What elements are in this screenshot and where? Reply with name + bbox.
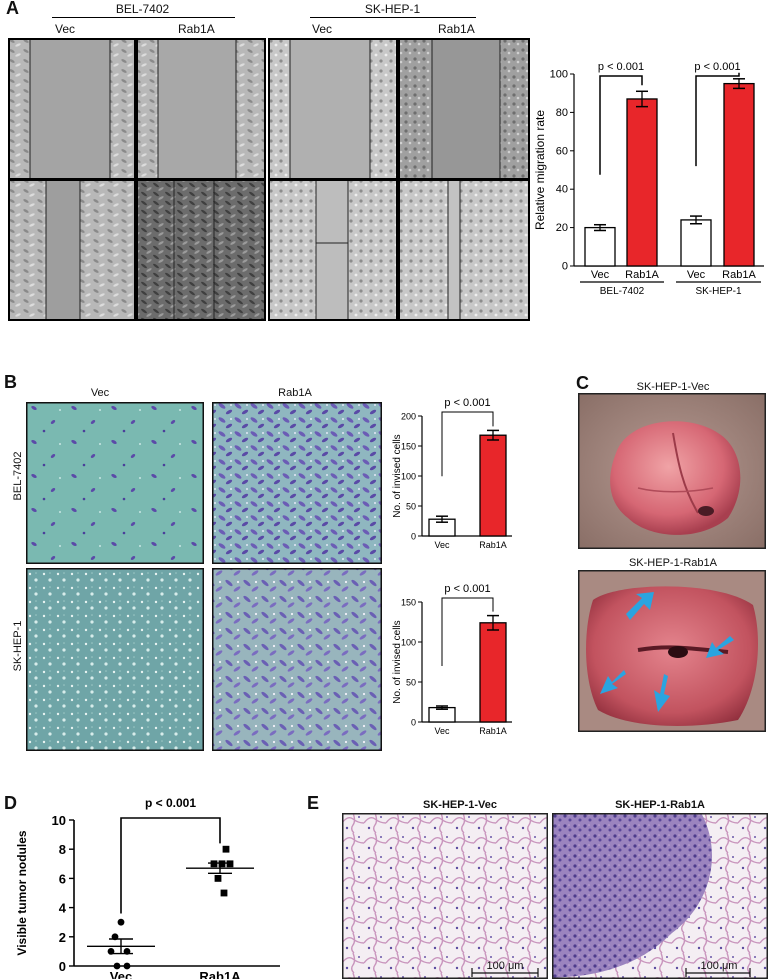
group-label-bel7402: BEL-7402 <box>115 2 170 16</box>
y-tick-label: 0 <box>411 718 416 728</box>
p-value-annotation: p < 0.001 <box>598 61 644 73</box>
image-title-rab1a: SK-HEP-1-Rab1A <box>615 799 705 811</box>
invasion-assay-images <box>26 402 382 751</box>
y-axis-label: Relative migration rate <box>533 110 547 230</box>
data-point <box>210 860 218 868</box>
row-label-bel7402: BEL-7402 <box>12 451 24 501</box>
y-axis-label: No. of invised cells <box>392 620 403 703</box>
image-title-vec: SK-HEP-1-Vec <box>636 381 710 393</box>
bar <box>723 82 755 267</box>
group-label: BEL-7402 <box>600 286 645 297</box>
panel-a-label: A <box>6 0 19 18</box>
column-label-vec: Vec <box>90 387 110 399</box>
y-tick-label: 200 <box>401 412 416 422</box>
y-tick-label: 50 <box>406 678 416 688</box>
y-tick-label: 8 <box>59 842 66 857</box>
chart-a-migration: 0 20 40 60 80 100 Relative migration rate Vec Ra… <box>533 61 764 297</box>
bar <box>479 434 507 537</box>
y-tick-label: 150 <box>401 598 416 608</box>
data-point <box>113 962 121 970</box>
group-label: SK-HEP-1 <box>695 286 742 297</box>
bar <box>479 622 507 723</box>
x-tick-label: Rab1A <box>199 969 241 979</box>
data-point <box>218 860 226 868</box>
y-axis-label: Visible tumor nodules <box>15 830 29 955</box>
data-point <box>226 860 234 868</box>
chart-b-bottom-invasion: 0 50 100 150 No. of invised cells Vec Rab1A p <… <box>392 583 512 736</box>
y-tick-label: 40 <box>556 184 568 196</box>
x-tick-label: Vec <box>687 269 706 281</box>
p-value-annotation: p < 0.001 <box>694 61 740 73</box>
y-tick-label: 100 <box>401 638 416 648</box>
panel-d-label: D <box>4 793 17 813</box>
panel-b-label: B <box>4 372 17 392</box>
row-label-skhep1: SK-HEP-1 <box>12 620 24 672</box>
x-tick-label: Vec <box>434 726 450 736</box>
y-tick-label: 80 <box>556 107 568 119</box>
y-tick-label: 150 <box>401 442 416 452</box>
data-point <box>214 875 222 882</box>
image-title-vec: SK-HEP-1-Vec <box>423 799 497 811</box>
data-point <box>117 918 125 926</box>
y-tick-label: 10 <box>52 813 66 828</box>
bar <box>584 226 616 267</box>
y-tick-label: 0 <box>411 532 416 542</box>
data-point <box>222 845 230 853</box>
x-tick-label: Rab1A <box>625 269 659 281</box>
significance-bracket <box>120 817 221 914</box>
scale-bar-label: 100 μm <box>700 960 738 972</box>
x-tick-label: Rab1A <box>479 726 507 736</box>
scale-bar-label: 100 μm <box>486 960 524 972</box>
p-value-annotation: p < 0.001 <box>444 397 490 409</box>
column-label-rab1a: Rab1A <box>438 22 475 36</box>
p-value-annotation: p < 0.001 <box>444 583 490 595</box>
x-tick-label: Vec <box>591 269 610 281</box>
y-tick-label: 100 <box>550 69 568 81</box>
wound-healing-images-skhep1 <box>268 38 530 321</box>
y-tick-label: 6 <box>59 871 66 886</box>
x-tick-label: Rab1A <box>479 540 507 550</box>
significance-bracket <box>599 75 643 175</box>
group-line <box>310 17 476 18</box>
y-axis-label: No. of invised cells <box>392 434 403 517</box>
y-tick-label: 50 <box>406 502 416 512</box>
column-label-rab1a: Rab1A <box>178 22 215 36</box>
x-tick-label: Rab1A <box>722 269 756 281</box>
column-label-vec: Vec <box>312 22 333 36</box>
y-tick-label: 20 <box>556 222 568 234</box>
y-tick-label: 100 <box>401 472 416 482</box>
panel-e-label: E <box>307 793 320 813</box>
chart-b-top-invasion: 0 50 100 150 200 No. of invised cells Vec Rab1A… <box>392 397 512 550</box>
he-histology-images <box>342 813 768 979</box>
data-point <box>220 889 228 897</box>
y-tick-label: 0 <box>562 261 568 273</box>
lung-photo-rab1a <box>578 570 766 732</box>
chart-d-tumor-nodules: 0 2 4 6 8 10 Visible tumor nodules Vec Rab1A p < … <box>15 796 280 979</box>
significance-bracket <box>695 72 740 167</box>
x-tick-label: Vec <box>110 969 132 979</box>
column-label-rab1a: Rab1A <box>278 387 312 399</box>
significance-bracket <box>441 597 494 666</box>
y-tick-label: 0 <box>59 959 66 974</box>
lung-photo-vec <box>578 393 766 549</box>
y-tick-label: 2 <box>59 930 66 945</box>
column-label-vec: Vec <box>55 22 76 36</box>
wound-healing-images-bel7402 <box>8 38 266 321</box>
significance-bracket <box>441 411 494 477</box>
bar <box>680 219 712 267</box>
bar <box>626 98 658 267</box>
panel-c-label: C <box>576 373 589 393</box>
data-point <box>123 962 131 970</box>
y-tick-label: 60 <box>556 145 568 157</box>
group-label-skhep1: SK-HEP-1 <box>364 2 421 16</box>
image-title-rab1a: SK-HEP-1-Rab1A <box>628 557 718 569</box>
p-value-annotation: p < 0.001 <box>145 796 196 810</box>
y-tick-label: 4 <box>59 901 67 916</box>
group-line <box>52 17 235 18</box>
x-tick-label: Vec <box>434 540 450 550</box>
